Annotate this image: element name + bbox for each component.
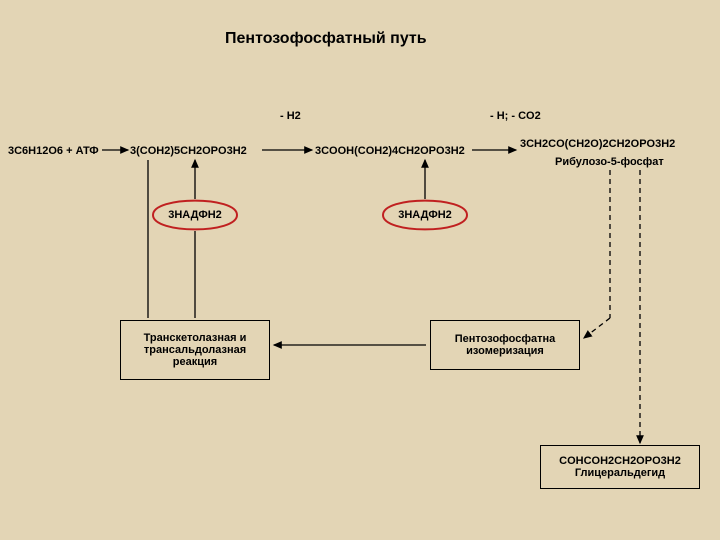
box-line: Глицеральдегид bbox=[575, 467, 665, 479]
oval-nadph-1: 3НАДФН2 bbox=[150, 196, 240, 234]
box-transketolase: Транскетолазная итрансальдолазнаяреакция bbox=[120, 320, 270, 380]
node-comp1: 3(COH2)5CH2OPO3H2 bbox=[130, 145, 247, 157]
box-line: трансальдолазная bbox=[144, 344, 246, 356]
oval-nadph-2: 3НАДФН2 bbox=[380, 196, 470, 234]
box-line: CОНCОН2CH2OPO3H2 bbox=[559, 455, 681, 467]
box-line: изомеризация bbox=[466, 345, 544, 357]
oval-nadph-2-label: 3НАДФН2 bbox=[398, 209, 452, 221]
node-comp3-line1: 3CH2CO(CH2O)2CH2OPO3H2 bbox=[520, 138, 675, 150]
box-isomerization: Пентозофосфатнаизомеризация bbox=[430, 320, 580, 370]
oval-nadph-1-label: 3НАДФН2 bbox=[168, 209, 222, 221]
node-start: 3C6H12O6 + АТФ bbox=[8, 145, 99, 157]
label-minus-h-co2: - H; - CO2 bbox=[490, 110, 541, 122]
node-comp3-line2: Рибулозо-5-фосфат bbox=[555, 156, 664, 168]
diagram-title: Пентозофосфатный путь bbox=[225, 30, 427, 48]
box-line: Пентозофосфатна bbox=[455, 333, 555, 345]
box-line: реакция bbox=[173, 356, 217, 368]
box-line: Транскетолазная и bbox=[144, 332, 247, 344]
node-comp2: 3COOH(COH2)4CH2OPO3H2 bbox=[315, 145, 465, 157]
label-minus-h2: - H2 bbox=[280, 110, 301, 122]
box-glyceraldehyde: CОНCОН2CH2OPO3H2Глицеральдегид bbox=[540, 445, 700, 489]
